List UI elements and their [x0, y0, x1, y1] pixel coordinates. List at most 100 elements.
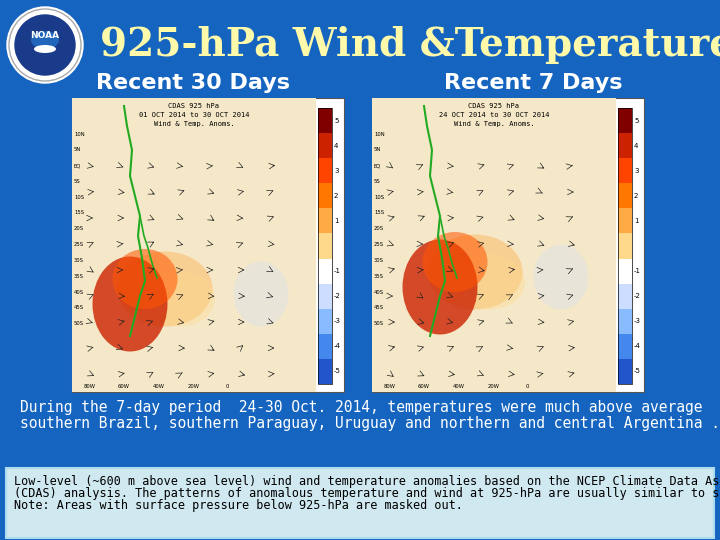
Text: NOAA: NOAA: [30, 30, 60, 39]
Text: During the 7-day period  24-30 Oct. 2014, temperatures were much above average  : During the 7-day period 24-30 Oct. 2014,…: [20, 400, 720, 415]
Ellipse shape: [112, 249, 178, 309]
Text: 20W: 20W: [488, 384, 500, 389]
Text: 5: 5: [334, 118, 338, 124]
Text: 40S: 40S: [74, 289, 84, 294]
Text: 10N: 10N: [74, 132, 85, 137]
Bar: [618, 183, 632, 208]
Ellipse shape: [455, 254, 525, 309]
Text: 10S: 10S: [74, 195, 84, 200]
Text: Wind & Temp. Anoms.: Wind & Temp. Anoms.: [153, 121, 235, 127]
Text: 2: 2: [634, 193, 639, 199]
Text: 25S: 25S: [374, 242, 384, 247]
Bar: [618, 259, 632, 284]
Text: -1: -1: [334, 268, 341, 274]
Text: 15S: 15S: [374, 211, 384, 215]
Text: 3: 3: [634, 168, 639, 174]
Bar: [318, 334, 332, 359]
Text: (CDAS) analysis. The patterns of anomalous temperature and wind at 925-hPa are u: (CDAS) analysis. The patterns of anomalo…: [14, 487, 720, 500]
Text: 40W: 40W: [453, 384, 465, 389]
Bar: [318, 309, 332, 334]
Ellipse shape: [31, 31, 59, 49]
Text: Wind & Temp. Anoms.: Wind & Temp. Anoms.: [454, 121, 534, 127]
Text: 20S: 20S: [374, 226, 384, 231]
Text: EQ: EQ: [74, 163, 81, 168]
Ellipse shape: [92, 256, 168, 352]
Text: 10N: 10N: [374, 132, 384, 137]
Bar: [618, 334, 632, 359]
Bar: [618, 108, 632, 384]
Text: Recent 7 Days: Recent 7 Days: [444, 73, 622, 93]
Bar: [318, 259, 332, 284]
Ellipse shape: [233, 261, 289, 327]
Text: -4: -4: [634, 343, 641, 349]
Text: -2: -2: [334, 293, 341, 299]
Text: 925-hPa Wind &Temperature: 925-hPa Wind &Temperature: [100, 26, 720, 64]
Text: Note: Areas with surface pressure below 925-hPa are masked out.: Note: Areas with surface pressure below …: [14, 499, 463, 512]
Text: 60W: 60W: [118, 384, 130, 389]
Bar: [618, 158, 632, 183]
Text: 24 OCT 2014 to 30 OCT 2014: 24 OCT 2014 to 30 OCT 2014: [438, 112, 549, 118]
Text: 5S: 5S: [74, 179, 81, 184]
Text: 01 OCT 2014 to 30 OCT 2014: 01 OCT 2014 to 30 OCT 2014: [139, 112, 249, 118]
Text: 3: 3: [334, 168, 338, 174]
Text: 30S: 30S: [74, 258, 84, 263]
Ellipse shape: [428, 234, 523, 309]
Text: 60W: 60W: [418, 384, 430, 389]
Text: 5: 5: [634, 118, 639, 124]
Ellipse shape: [34, 45, 56, 53]
Bar: [618, 208, 632, 233]
Text: 50S: 50S: [374, 321, 384, 326]
Text: 45S: 45S: [374, 305, 384, 310]
Text: 35S: 35S: [374, 274, 384, 279]
Bar: [72, 98, 316, 392]
Text: 2: 2: [334, 193, 338, 199]
Bar: [72, 98, 344, 392]
Text: 0: 0: [225, 384, 229, 389]
Ellipse shape: [402, 240, 477, 334]
Text: 5N: 5N: [374, 147, 382, 152]
Text: 0: 0: [526, 384, 528, 389]
Circle shape: [15, 15, 75, 75]
Bar: [318, 233, 332, 259]
Text: -5: -5: [634, 368, 641, 374]
Ellipse shape: [534, 245, 588, 309]
Text: 30S: 30S: [374, 258, 384, 263]
Bar: [372, 98, 616, 392]
FancyBboxPatch shape: [6, 468, 714, 538]
Bar: [618, 233, 632, 259]
Text: CDAS 925 hPa: CDAS 925 hPa: [469, 103, 520, 109]
Text: EQ: EQ: [374, 163, 382, 168]
Text: 50S: 50S: [74, 321, 84, 326]
Bar: [318, 208, 332, 233]
Bar: [372, 98, 644, 392]
Bar: [318, 284, 332, 309]
Bar: [618, 284, 632, 309]
Text: -2: -2: [634, 293, 641, 299]
Text: 5S: 5S: [374, 179, 381, 184]
Text: 20W: 20W: [188, 384, 200, 389]
Text: 15S: 15S: [74, 211, 84, 215]
Text: 5N: 5N: [74, 147, 81, 152]
Bar: [618, 359, 632, 384]
Text: -5: -5: [334, 368, 341, 374]
Bar: [618, 108, 632, 133]
Bar: [318, 158, 332, 183]
Text: 20S: 20S: [74, 226, 84, 231]
Circle shape: [7, 7, 83, 83]
Bar: [318, 108, 332, 133]
Text: 4: 4: [334, 143, 338, 148]
Bar: [618, 309, 632, 334]
Text: 45S: 45S: [74, 305, 84, 310]
Text: 10S: 10S: [374, 195, 384, 200]
Text: 35S: 35S: [74, 274, 84, 279]
Text: CDAS 925 hPa: CDAS 925 hPa: [168, 103, 220, 109]
Text: Low-level (~600 m above sea level) wind and temperature anomalies based on the N: Low-level (~600 m above sea level) wind …: [14, 475, 720, 488]
Bar: [318, 108, 332, 384]
Text: -3: -3: [634, 318, 641, 325]
Bar: [318, 359, 332, 384]
Text: -1: -1: [634, 268, 641, 274]
Ellipse shape: [117, 252, 212, 327]
Bar: [618, 133, 632, 158]
Text: 80W: 80W: [84, 384, 96, 389]
Ellipse shape: [145, 272, 215, 327]
